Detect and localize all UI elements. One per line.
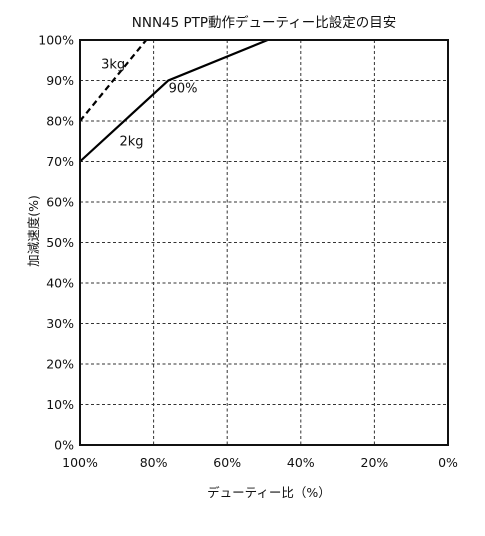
y-tick-label: 60% xyxy=(46,195,74,210)
x-tick-label: 20% xyxy=(361,455,389,470)
x-tick-label: 40% xyxy=(287,455,315,470)
x-tick-label: 80% xyxy=(140,455,168,470)
x-axis-label: デューティー比（%） xyxy=(207,485,331,500)
x-tick-labels: 100% 80% 60% 40% 20% 0% xyxy=(62,455,458,470)
annotation-label: 2kg xyxy=(119,134,143,149)
chart-title: NNN45 PTP動作デューティー比設定の目安 xyxy=(132,14,396,31)
y-tick-labels: 0% 10% 20% 30% 40% 50% 60% 70% 80% 90% 100% xyxy=(38,33,74,453)
y-axis-label: 加減速度(%) xyxy=(26,195,41,267)
y-tick-label: 0% xyxy=(54,438,74,453)
y-tick-label: 20% xyxy=(46,357,74,372)
annotation-label: 3kg xyxy=(101,57,125,72)
y-tick-label: 80% xyxy=(46,114,74,129)
y-tick-label: 30% xyxy=(46,316,74,331)
x-tick-label: 100% xyxy=(62,455,98,470)
annotations: 3kg 2kg 90% xyxy=(101,57,197,149)
y-tick-label: 40% xyxy=(46,276,74,291)
y-tick-label: 100% xyxy=(38,33,74,48)
x-tick-label: 0% xyxy=(438,455,458,470)
x-tick-label: 60% xyxy=(213,455,241,470)
y-tick-label: 70% xyxy=(46,154,74,169)
y-tick-label: 90% xyxy=(46,73,74,88)
series-lines xyxy=(79,38,269,163)
y-tick-label: 10% xyxy=(46,397,74,412)
series-line-3kg xyxy=(79,39,148,122)
annotation-label: 90% xyxy=(169,82,198,97)
grid xyxy=(80,40,448,445)
plot-frame xyxy=(79,39,449,446)
y-tick-label: 50% xyxy=(46,235,74,250)
series-line-2kg xyxy=(79,38,269,163)
